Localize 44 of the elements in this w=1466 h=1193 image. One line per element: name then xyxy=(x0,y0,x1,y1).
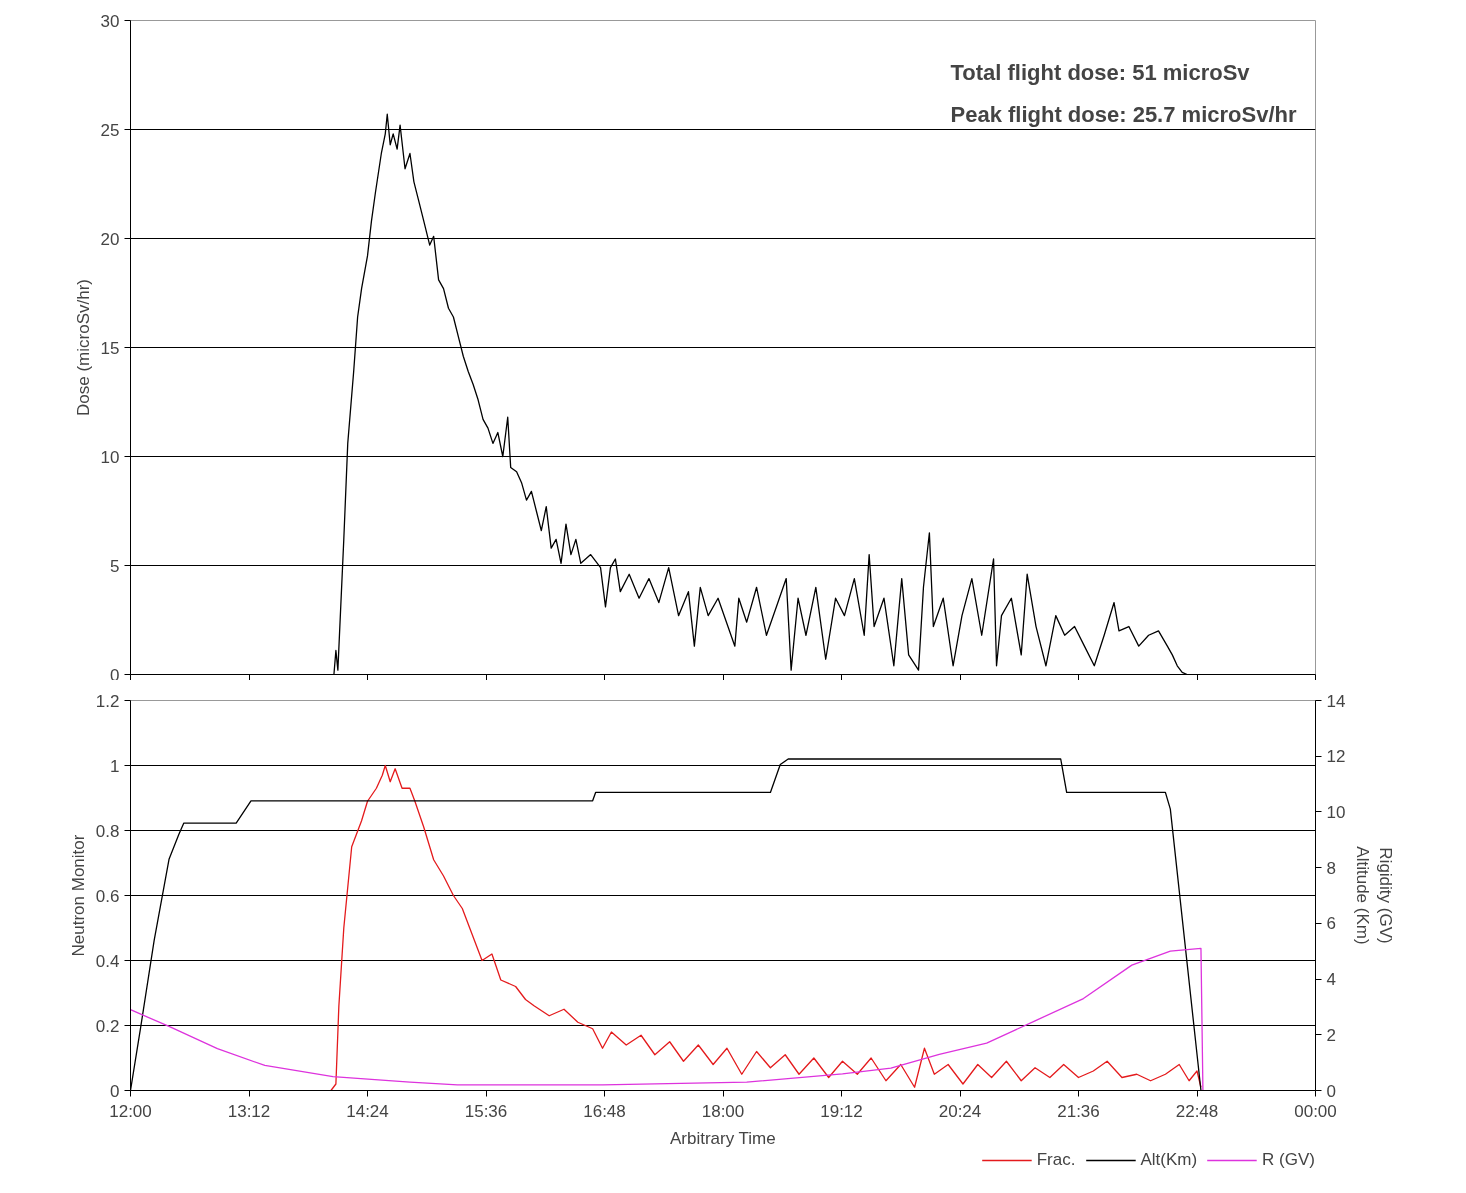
y2-tick-label: 14 xyxy=(1326,691,1346,711)
x-axis-title: Arbitrary Time xyxy=(669,1128,776,1148)
y-axis-title: Neutron Monitor xyxy=(68,834,88,957)
x-tick-label: 13:12 xyxy=(227,1101,271,1121)
y-tick-label: 1.2 xyxy=(95,691,120,711)
line-series xyxy=(130,947,1204,1091)
x-tick-label: 19:12 xyxy=(820,1101,863,1121)
y2-tick-label: 6 xyxy=(1326,914,1336,934)
y-tick-label: 0.8 xyxy=(95,821,120,841)
x-tick-label: 21:36 xyxy=(1057,1101,1100,1121)
annotation: Total flight dose: 51 microSv xyxy=(950,59,1251,85)
legend-label: Alt(Km) xyxy=(1140,1150,1198,1170)
y-tick-label: 0 xyxy=(110,1081,120,1101)
y2-tick-label: 12 xyxy=(1326,747,1346,767)
x-tick-label: 12:00 xyxy=(109,1101,152,1121)
y-tick-label: 0.6 xyxy=(95,886,120,906)
y2-tick-label: 4 xyxy=(1326,970,1336,990)
y-tick-label: 10 xyxy=(100,447,120,467)
x-tick-label: 20:24 xyxy=(938,1101,982,1121)
y-tick-label: 15 xyxy=(100,338,120,358)
y2-tick-label: 2 xyxy=(1326,1025,1336,1045)
y-tick-label: 0.4 xyxy=(95,951,120,971)
legend-label: Frac. xyxy=(1036,1150,1076,1170)
annotation: Peak flight dose: 25.7 microSv/hr xyxy=(950,101,1297,127)
y-tick-label: 1 xyxy=(110,756,120,776)
x-tick-label: 00:00 xyxy=(1294,1101,1337,1121)
y-tick-label: 20 xyxy=(100,229,120,249)
y2-axis-title: Rigidity (GV) Altitude (Km) xyxy=(1353,846,1396,945)
y-axis-title: Dose (microSv/hr) xyxy=(73,279,93,416)
x-tick-label: 14:24 xyxy=(346,1101,389,1121)
y-tick-label: 0.2 xyxy=(95,1016,120,1036)
x-tick-label: 16:48 xyxy=(583,1101,626,1121)
line-series xyxy=(330,764,1202,1091)
y2-tick-label: 8 xyxy=(1326,858,1336,878)
x-tick-label: 15:36 xyxy=(464,1101,508,1121)
x-tick-label: 22:48 xyxy=(1175,1101,1219,1121)
legend-label: R (GV) xyxy=(1262,1150,1315,1170)
y-tick-label: 5 xyxy=(110,556,120,576)
y-tick-label: 25 xyxy=(100,120,120,140)
y-tick-label: 0 xyxy=(110,665,120,685)
y2-tick-label: 0 xyxy=(1326,1081,1336,1101)
x-tick-label: 18:00 xyxy=(701,1101,745,1121)
y-tick-label: 30 xyxy=(100,11,120,31)
y2-tick-label: 10 xyxy=(1326,802,1346,822)
